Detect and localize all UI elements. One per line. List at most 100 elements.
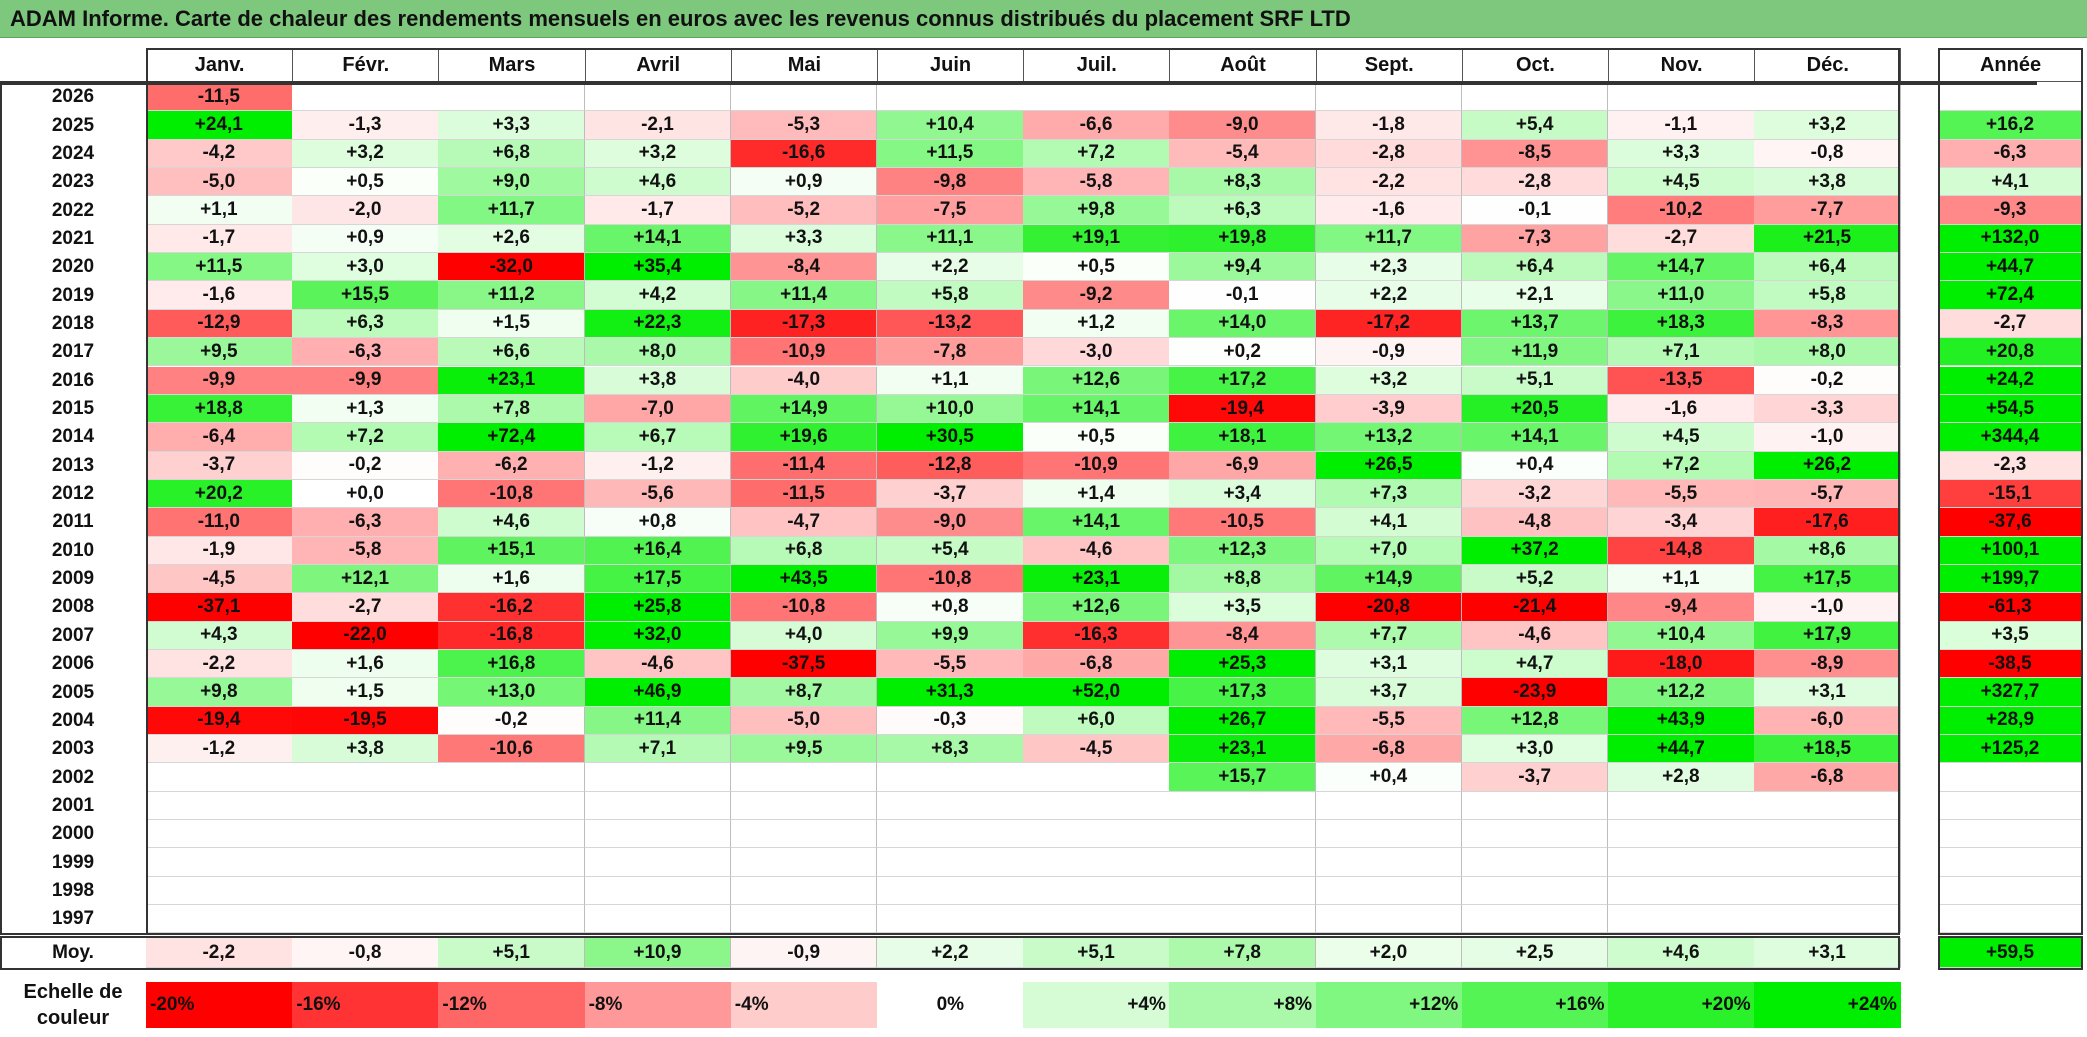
row-year-label: 2002 — [51, 766, 95, 788]
average-cell: +3,1 — [1754, 938, 1901, 968]
annual-cell: +54,5 — [1938, 394, 2083, 424]
annual-cell: -2,3 — [1938, 451, 2083, 480]
heatmap-cell: -6,2 — [438, 451, 586, 480]
heatmap-cell — [146, 876, 293, 906]
heatmap-cell: -21,4 — [1461, 593, 1609, 622]
heatmap-cell: +8,3 — [877, 735, 1024, 764]
heatmap-cell — [1315, 83, 1463, 112]
heatmap-cell: +23,1 — [1169, 735, 1317, 764]
heatmap-cell: +3,3 — [730, 224, 878, 254]
heatmap-cell: -6,8 — [1754, 763, 1901, 792]
heatmap-cell: +13,2 — [1315, 423, 1463, 452]
heatmap-cell: +2,6 — [438, 224, 586, 254]
heatmap-cell — [877, 848, 1024, 877]
heatmap-cell: +1,1 — [877, 366, 1024, 395]
heatmap-cell: +12,6 — [1023, 366, 1170, 395]
row-year-label: 1999 — [51, 851, 95, 873]
heatmap-cell: -3,3 — [1754, 394, 1901, 424]
heatmap-cell: -4,5 — [146, 564, 293, 594]
heatmap-cell — [1461, 820, 1609, 849]
heatmap-cell — [730, 791, 878, 821]
heatmap-cell: +15,5 — [292, 281, 439, 310]
heatmap-cell — [292, 820, 439, 849]
heatmap-cell: +3,3 — [438, 111, 586, 140]
heatmap-cell: +14,9 — [1315, 564, 1463, 594]
heatmap-cell — [730, 876, 878, 906]
heatmap-cell: -9,2 — [1023, 281, 1170, 310]
heatmap-cell: -9,9 — [292, 366, 439, 395]
heatmap-cell: +7,1 — [584, 735, 732, 764]
average-cell: +10,9 — [584, 938, 732, 968]
heatmap-cell: -2,2 — [1315, 168, 1463, 197]
heatmap-cell — [146, 848, 293, 877]
color-scale-label: Echelle de couleur — [23, 981, 123, 1029]
heatmap-cell — [877, 820, 1024, 849]
heatmap-cell: -7,7 — [1754, 196, 1901, 225]
heatmap-cell: -12,9 — [146, 309, 293, 339]
heatmap-cell: +3,7 — [1315, 678, 1463, 707]
heatmap-cell: -16,2 — [438, 593, 586, 622]
heatmap-cell: +11,7 — [438, 196, 586, 225]
heatmap-cell: +2,2 — [877, 253, 1024, 282]
heatmap-cell: +3,0 — [1461, 735, 1609, 764]
heatmap-cell: +9,0 — [438, 168, 586, 197]
heatmap-cell: -2,7 — [292, 593, 439, 622]
color-scale-swatch: -20% — [146, 982, 293, 1028]
annual-cell: +72,4 — [1938, 281, 2083, 310]
heatmap-cell: -1,2 — [584, 451, 732, 480]
heatmap-cell: +25,8 — [584, 593, 732, 622]
heatmap-cell — [292, 905, 439, 934]
heatmap-cell: +3,2 — [1754, 111, 1901, 140]
heatmap-cell: -9,8 — [877, 168, 1024, 197]
heatmap-cell — [1315, 848, 1463, 877]
row-year-label: 2011 — [52, 511, 94, 533]
heatmap-cell: +18,5 — [1754, 735, 1901, 764]
average-cell: +5,1 — [1023, 938, 1170, 968]
annual-cell — [1938, 876, 2083, 906]
heatmap-cell: +16,8 — [438, 650, 586, 679]
heatmap-cell — [1461, 791, 1609, 821]
heatmap-cell: +0,4 — [1315, 763, 1463, 792]
heatmap-cell: -4,0 — [730, 366, 878, 395]
row-year-label: 2000 — [51, 823, 95, 845]
heatmap-cell: +2,1 — [1461, 281, 1609, 310]
heatmap-cell: -7,3 — [1461, 224, 1609, 254]
heatmap-cell: -19,5 — [292, 706, 439, 736]
heatmap-cell: -1,6 — [1608, 394, 1755, 424]
heatmap-cell: -8,3 — [1754, 309, 1901, 339]
heatmap-cell — [584, 905, 732, 934]
heatmap-cell: -3,7 — [146, 451, 293, 480]
annual-cell: +199,7 — [1938, 564, 2083, 594]
heatmap-cell: +6,8 — [730, 536, 878, 565]
heatmap-cell: +4,7 — [1461, 650, 1609, 679]
heatmap-cell: -3,4 — [1608, 508, 1755, 537]
annual-cell: -2,7 — [1938, 309, 2083, 339]
heatmap-cell: -10,8 — [877, 564, 1024, 594]
heatmap-cell: -19,4 — [1169, 394, 1317, 424]
heatmap-cell: +11,0 — [1608, 281, 1755, 310]
heatmap-cell — [1023, 83, 1170, 112]
heatmap-cell: -2,2 — [146, 650, 293, 679]
heatmap-cell: +3,8 — [1754, 168, 1901, 197]
heatmap-cell: +7,2 — [1608, 451, 1755, 480]
heatmap-cell: +6,8 — [438, 139, 586, 169]
heatmap-cell: +18,3 — [1608, 309, 1755, 339]
month-header: Nov. — [1608, 48, 1756, 82]
heatmap-cell — [584, 820, 732, 849]
heatmap-cell — [1169, 791, 1317, 821]
row-year-label: 2025 — [51, 114, 95, 136]
heatmap-cell: +32,0 — [584, 621, 732, 650]
heatmap-cell — [877, 83, 1024, 112]
row-year-label: 2020 — [51, 256, 95, 278]
annual-cell: -38,5 — [1938, 650, 2083, 679]
heatmap-cell: -8,4 — [1169, 621, 1317, 650]
heatmap-cell: +19,8 — [1169, 224, 1317, 254]
color-scale-swatch: +8% — [1169, 982, 1317, 1028]
heatmap-cell: -37,5 — [730, 650, 878, 679]
heatmap-cell: +8,6 — [1754, 536, 1901, 565]
heatmap-cell — [1754, 848, 1901, 877]
heatmap-cell: -5,6 — [584, 479, 732, 509]
heatmap-cell: -16,3 — [1023, 621, 1170, 650]
heatmap-cell — [1023, 876, 1170, 906]
heatmap-cell: -2,1 — [584, 111, 732, 140]
